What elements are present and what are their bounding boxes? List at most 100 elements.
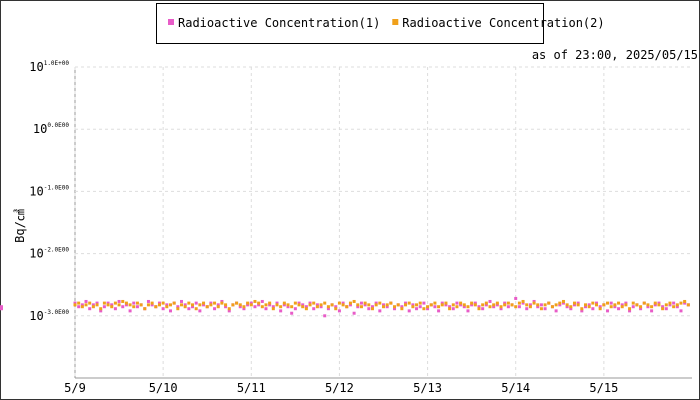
point [231,303,235,307]
point [657,301,661,305]
point [536,303,540,307]
point [249,301,253,305]
point [370,305,374,309]
point [506,301,510,305]
point [587,303,591,307]
point [514,296,518,300]
y-tick-label: 10-1.0E00 [29,184,69,198]
point [253,305,257,309]
point [268,301,272,305]
point [216,305,220,309]
point [473,301,477,305]
point [117,299,121,303]
point [242,305,246,309]
point [297,301,301,305]
point [411,303,415,307]
point [213,307,217,311]
point [180,303,184,307]
y-tick-base: 10 [29,60,43,74]
point [554,309,558,313]
point [102,305,106,309]
point [583,303,587,307]
point [653,301,657,305]
point [628,309,632,313]
point [286,303,290,307]
point [242,307,246,311]
point [639,305,643,309]
point [367,307,371,311]
legend-swatch [392,19,399,25]
point [154,305,158,309]
point [80,303,84,307]
point [683,301,687,305]
point [565,303,569,307]
point [569,307,573,311]
point [143,307,147,311]
point [132,305,136,309]
legend-label: Radioactive Concentration(2) [402,16,604,30]
point [422,307,426,311]
point [334,305,338,309]
point [150,301,154,305]
point [459,303,463,307]
point [389,301,393,305]
point [532,299,536,303]
point [437,305,441,309]
x-tick-label: 5/13 [413,381,442,395]
point [382,303,385,307]
point [84,299,88,303]
point [613,303,617,307]
point [503,303,507,307]
point [561,299,565,303]
y-tick-label: 10-2.0E00 [29,247,69,261]
point [587,305,591,309]
point [484,303,488,307]
point [202,303,206,307]
point [180,299,184,303]
point [121,305,125,309]
point [679,309,683,313]
point [470,301,474,305]
point [330,303,334,307]
point [664,303,668,307]
point [631,305,635,309]
point [352,299,356,303]
point [220,301,224,305]
point [102,301,106,305]
point [293,301,297,305]
point [106,301,110,305]
point [77,305,81,309]
point [359,305,363,309]
y-tick-base: 10 [29,247,43,261]
point [73,301,77,305]
point [503,301,507,305]
point [95,301,99,305]
point [227,309,231,313]
point [374,301,378,305]
point [348,301,352,305]
point [657,303,661,307]
point [639,307,643,311]
point [279,305,283,309]
y-tick-base: 10 [33,122,47,136]
point [326,305,330,309]
point [77,301,81,305]
y-tick-base: 10 [29,184,43,198]
point [326,307,330,311]
point [617,307,621,311]
x-tick-label: 5/11 [237,381,266,395]
point [547,301,551,305]
point [385,303,389,307]
point [609,301,613,305]
point [517,305,521,309]
x-tick-label: 5/9 [64,381,86,395]
point [308,301,312,305]
point [172,301,176,305]
point [591,301,595,305]
point [613,305,617,309]
point [260,299,264,303]
point [683,299,687,303]
x-tick-label: 5/10 [149,381,178,395]
point [88,301,92,305]
point [99,309,103,313]
